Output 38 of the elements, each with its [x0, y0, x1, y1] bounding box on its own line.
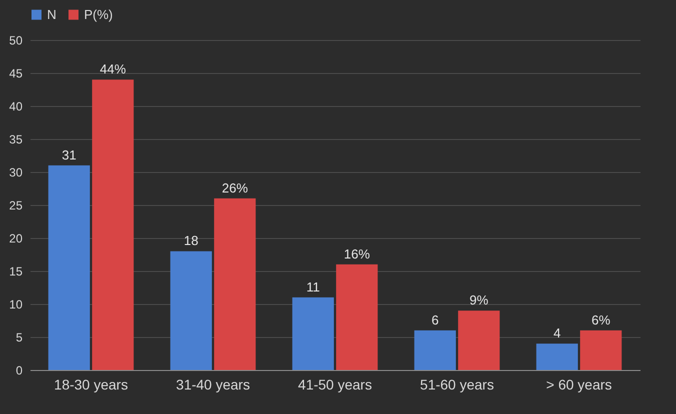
data-label: 16%: [344, 246, 370, 262]
data-label: 6: [431, 312, 439, 328]
data-label: 26%: [222, 180, 248, 196]
bar: [48, 165, 90, 370]
data-label: 6%: [592, 312, 611, 328]
y-tick-label: 0: [16, 364, 23, 378]
legend-label: P(%): [84, 6, 113, 22]
bar: [92, 80, 134, 370]
bar: [458, 310, 500, 370]
data-label: 9%: [470, 292, 489, 308]
bar: [170, 251, 212, 370]
x-tick-label: 31-40 years: [176, 376, 250, 392]
y-tick-label: 25: [9, 198, 23, 212]
bar: [292, 297, 334, 370]
data-label: 44%: [100, 62, 126, 77]
data-label: 4: [553, 326, 561, 341]
y-tick-label: 35: [9, 132, 23, 146]
bar: [414, 330, 456, 370]
x-tick-label: 41-50 years: [298, 376, 372, 392]
bar: [214, 198, 256, 370]
data-label: 11: [306, 279, 320, 294]
legend-label: N: [47, 6, 56, 22]
bar: [536, 344, 578, 370]
y-tick-label: 15: [9, 264, 23, 278]
data-label: 31: [62, 147, 76, 162]
bar: [336, 264, 378, 370]
y-tick-label: 10: [9, 298, 23, 312]
y-tick-label: 50: [9, 34, 23, 48]
y-tick-label: 5: [16, 330, 23, 344]
bar: [580, 330, 622, 370]
y-tick-label: 40: [9, 100, 23, 114]
y-tick-label: 30: [9, 166, 23, 180]
y-tick-label: 45: [9, 66, 23, 80]
x-tick-label: > 60 years: [546, 376, 612, 392]
x-tick-label: 18-30 years: [54, 376, 128, 392]
data-label: 18: [184, 233, 198, 248]
x-tick-label: 51-60 years: [420, 376, 494, 392]
y-tick-label: 20: [9, 232, 23, 246]
